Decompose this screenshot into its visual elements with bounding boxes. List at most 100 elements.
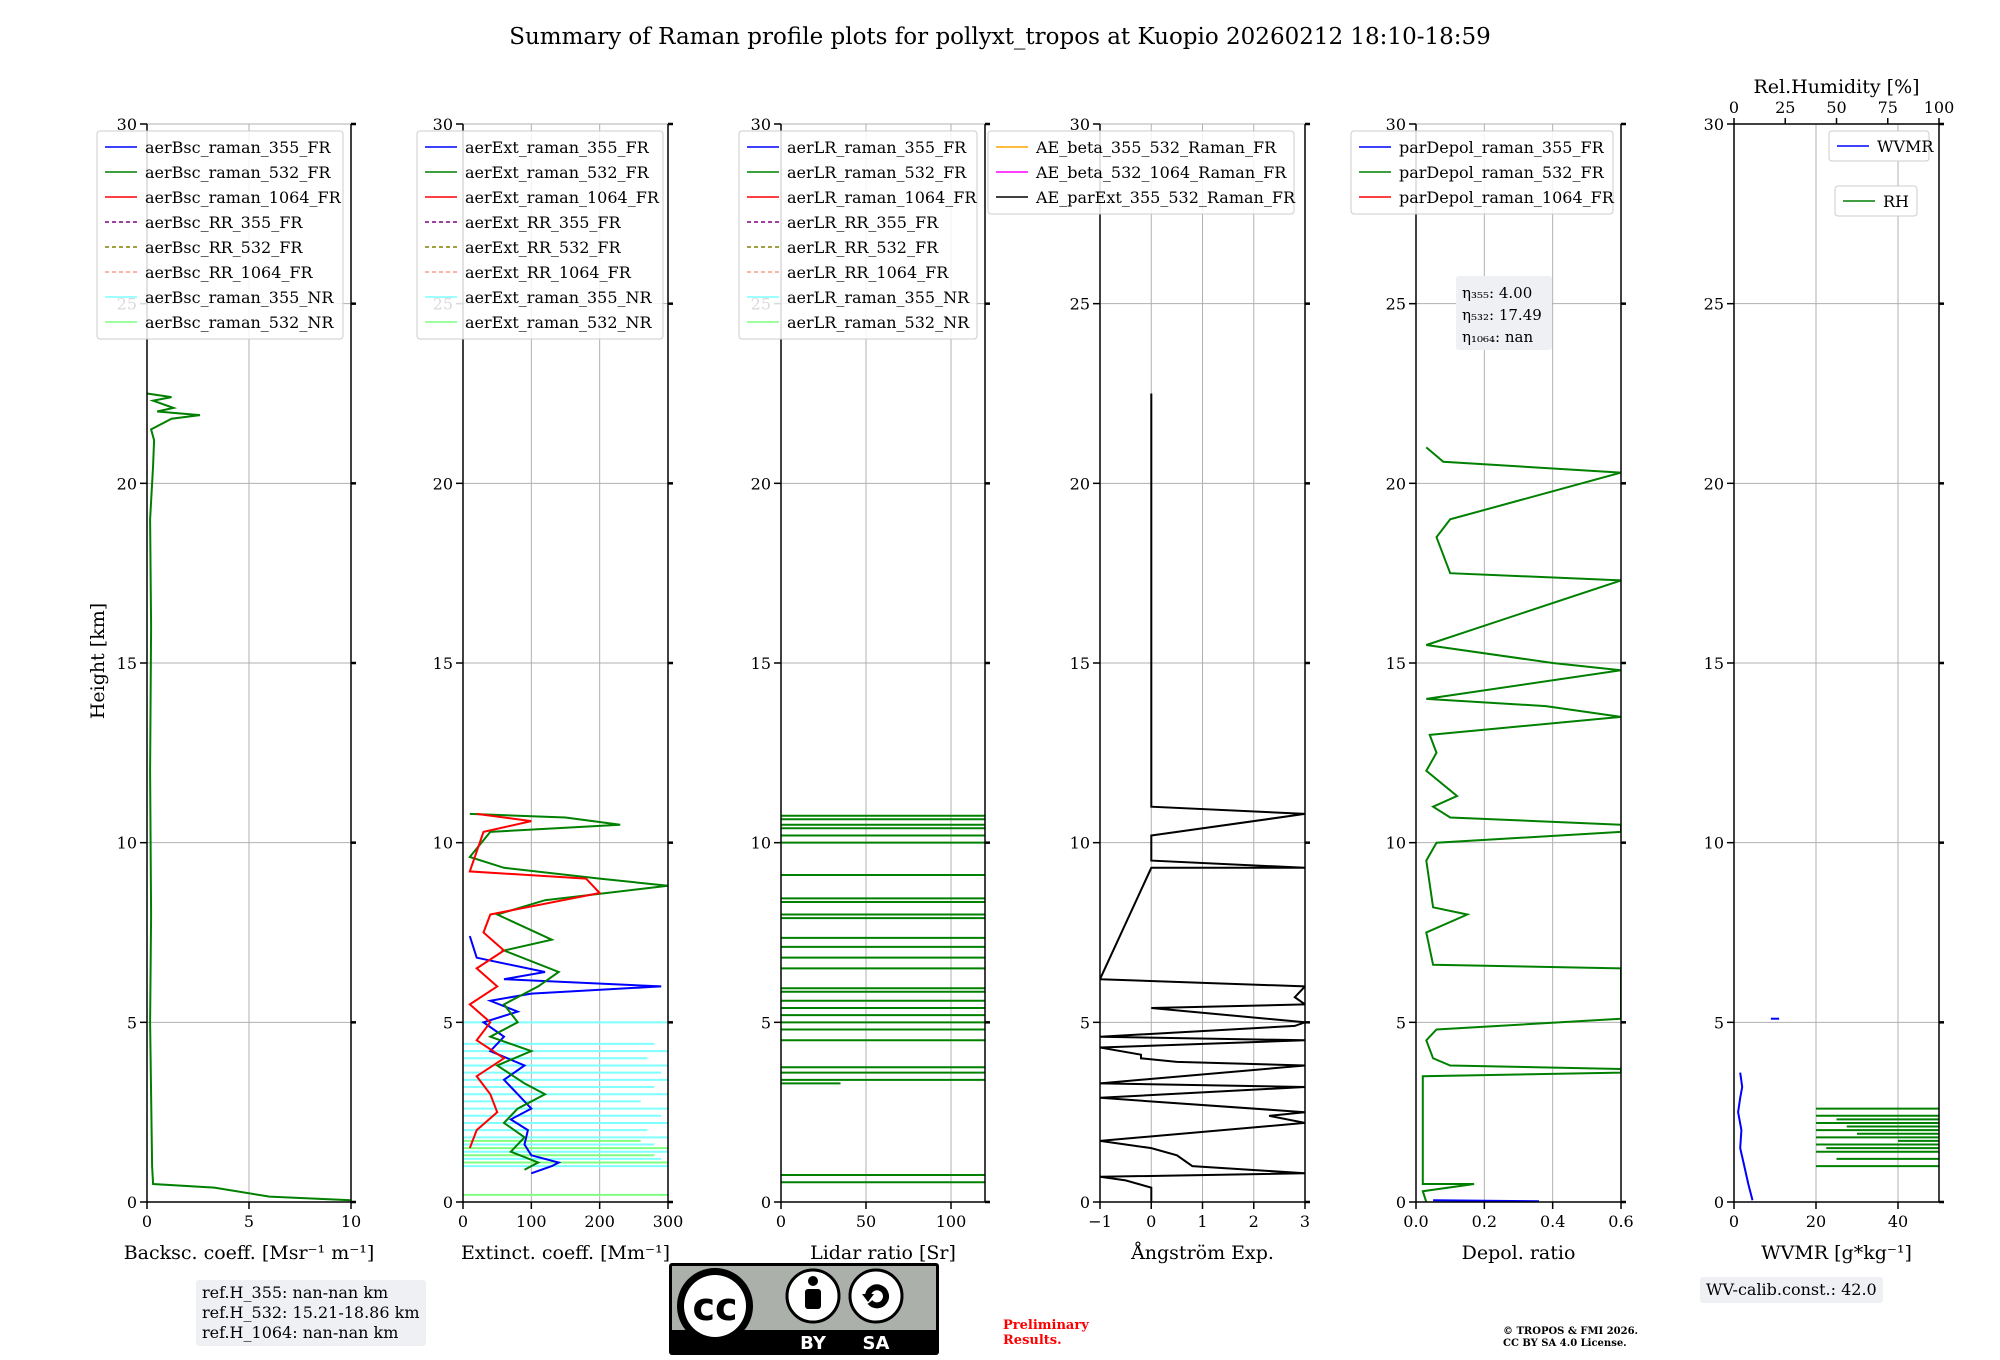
x-tick-label: 0 bbox=[458, 1212, 468, 1231]
preliminary-note: Preliminary Results. bbox=[1003, 1318, 1089, 1348]
x-tick-label: 50 bbox=[856, 1212, 876, 1231]
by-label: BY bbox=[800, 1333, 827, 1354]
y-tick-label: 5 bbox=[1396, 1013, 1406, 1032]
legend-wv: WVMR RH bbox=[1828, 130, 1934, 217]
legend-lr: aerLR_raman_355_FR aerLR_raman_532_FR aerL… bbox=[738, 130, 978, 340]
legend-label: aerLR_raman_1064_FR bbox=[787, 188, 977, 207]
legend-label: aerExt_raman_532_FR bbox=[465, 163, 650, 182]
x-tick-label: 40 bbox=[1888, 1212, 1908, 1231]
legend-label: aerLR_RR_532_FR bbox=[787, 238, 939, 257]
y-tick-label: 20 bbox=[1704, 474, 1724, 493]
top-tick-label: 50 bbox=[1826, 98, 1846, 117]
annotation-line: η₅₃₂: 17.49 bbox=[1462, 306, 1542, 324]
x-tick-label: 1 bbox=[1197, 1212, 1207, 1231]
y-tick-label: 5 bbox=[1714, 1013, 1724, 1032]
x-axis-label: Ångström Exp. bbox=[1130, 1242, 1274, 1264]
legend-label: aerExt_raman_355_NR bbox=[465, 288, 653, 307]
legend-ext: aerExt_raman_355_FR aerExt_raman_532_FRae… bbox=[416, 130, 664, 340]
legend-box bbox=[1350, 130, 1614, 215]
y-tick-label: 0 bbox=[761, 1193, 771, 1212]
preliminary-line-2: Results. bbox=[1003, 1333, 1062, 1348]
y-tick-label: 15 bbox=[117, 654, 137, 673]
x-tick-label: 20 bbox=[1806, 1212, 1826, 1231]
x-tick-label: 300 bbox=[653, 1212, 684, 1231]
legend-label: aerExt_raman_355_FR bbox=[465, 138, 650, 157]
y-tick-label: 15 bbox=[1704, 654, 1724, 673]
y-tick-label: 20 bbox=[751, 474, 771, 493]
y-tick-label: 5 bbox=[127, 1013, 137, 1032]
series-group bbox=[1100, 393, 1305, 1202]
legend-box bbox=[987, 130, 1295, 215]
top-tick-label: 100 bbox=[1924, 98, 1955, 117]
legend-label: aerBsc_raman_355_FR bbox=[145, 138, 331, 157]
top-tick-label: 75 bbox=[1878, 98, 1898, 117]
panel-bsc: 0510152025300510Backsc. coeff. [Msr⁻¹ m⁻… bbox=[96, 115, 375, 1264]
y-tick-label: 5 bbox=[443, 1013, 453, 1032]
legend-label: aerBsc_RR_355_FR bbox=[145, 213, 303, 232]
legend-label: aerExt_raman_532_NR bbox=[465, 313, 653, 332]
legend-label: aerBsc_raman_532_NR bbox=[145, 313, 334, 332]
legend-label: AE_parExt_355_532_Raman_FR bbox=[1035, 188, 1296, 207]
top-tick-label: 0 bbox=[1729, 98, 1739, 117]
y-tick-label: 15 bbox=[1386, 654, 1406, 673]
x-tick-label: 0 bbox=[1146, 1212, 1156, 1231]
y-tick-label: 10 bbox=[433, 834, 453, 853]
y-tick-label: 25 bbox=[1704, 295, 1724, 314]
legend-label: aerLR_raman_532_NR bbox=[787, 313, 970, 332]
x-tick-label: 0 bbox=[1729, 1212, 1739, 1231]
y-tick-label: 20 bbox=[1386, 474, 1406, 493]
legend-label: parDepol_raman_355_FR bbox=[1399, 138, 1605, 157]
x-tick-label: −1 bbox=[1088, 1212, 1112, 1231]
legend-label: aerLR_raman_355_FR bbox=[787, 138, 967, 157]
x-axis-label: Depol. ratio bbox=[1462, 1242, 1576, 1264]
wv-calibration-box: WV-calib.const.: 42.0 bbox=[1700, 1277, 1883, 1303]
attribution-icon bbox=[785, 1268, 841, 1324]
x-tick-label: 0 bbox=[142, 1212, 152, 1231]
x-tick-label: 0.4 bbox=[1540, 1212, 1565, 1231]
series-line bbox=[147, 392, 351, 1202]
legend-label: aerExt_RR_355_FR bbox=[465, 213, 622, 232]
legend-label: AE_beta_355_532_Raman_FR bbox=[1035, 138, 1277, 157]
y-tick-label: 0 bbox=[443, 1193, 453, 1212]
y-tick-label: 30 bbox=[1070, 115, 1090, 134]
x-axis-label: Backsc. coeff. [Msr⁻¹ m⁻¹] bbox=[124, 1242, 375, 1264]
legend-label: aerLR_raman_532_FR bbox=[787, 163, 967, 182]
copyright-note: © TROPOS & FMI 2026. CC BY SA 4.0 Licens… bbox=[1503, 1326, 1638, 1350]
preliminary-line-1: Preliminary bbox=[1003, 1318, 1089, 1333]
series-line bbox=[468, 812, 602, 1149]
legend-label: aerBsc_raman_1064_FR bbox=[145, 188, 342, 207]
legend-label: parDepol_raman_1064_FR bbox=[1399, 188, 1615, 207]
legend-label: RH bbox=[1883, 192, 1909, 211]
y-tick-label: 20 bbox=[1070, 474, 1090, 493]
y-tick-label: 0 bbox=[127, 1193, 137, 1212]
x-axis-label: Extinct. coeff. [Mm⁻¹] bbox=[461, 1242, 670, 1264]
legend-label: aerLR_RR_355_FR bbox=[787, 213, 939, 232]
x-tick-label: 100 bbox=[516, 1212, 547, 1231]
series-line bbox=[1421, 446, 1621, 1202]
legend-label: aerBsc_raman_532_FR bbox=[145, 163, 331, 182]
legend-ang: AE_beta_355_532_Raman_FR AE_beta_532_1064… bbox=[987, 130, 1296, 215]
x-tick-label: 10 bbox=[341, 1212, 361, 1231]
top-tick-label: 25 bbox=[1775, 98, 1795, 117]
panel-ext: 0510152025300100200300Extinct. coeff. [M… bbox=[416, 115, 684, 1264]
y-tick-label: 15 bbox=[751, 654, 771, 673]
panel-dep: 0 5 10 15 20 25 30 0.0 0.2 0.4 0.6 Depol. ratio parD… bbox=[1350, 115, 1634, 1264]
legend-label: aerLR_RR_1064_FR bbox=[787, 263, 949, 282]
share-alike-icon bbox=[848, 1268, 904, 1324]
cc-by-sa-license-badge: cc BY SA bbox=[669, 1263, 939, 1355]
ref-height-532: ref.H_532: 15.21-18.86 km bbox=[202, 1303, 420, 1322]
y-tick-label: 30 bbox=[1386, 115, 1406, 134]
wv-calibration-text: WV-calib.const.: 42.0 bbox=[1706, 1280, 1877, 1299]
series-line bbox=[468, 812, 668, 1171]
legend-box bbox=[738, 130, 978, 340]
y-tick-label: 10 bbox=[1704, 834, 1724, 853]
legend-bsc: aerBsc_raman_355_FR aerBsc_raman_532_FRae… bbox=[96, 130, 344, 340]
panel-wv: 0 5 10 15 20 25 30 0 20 40 WVMR [g*kg⁻¹] 0 25 50 75 100… bbox=[1704, 76, 1955, 1264]
y-tick-label: 10 bbox=[1070, 834, 1090, 853]
series-line bbox=[468, 935, 662, 1175]
y-tick-label: 15 bbox=[1070, 654, 1090, 673]
panels: 0510152025300510Backsc. coeff. [Msr⁻¹ m⁻… bbox=[96, 76, 1955, 1264]
ref-height-1064: ref.H_1064: nan-nan km bbox=[202, 1323, 399, 1342]
